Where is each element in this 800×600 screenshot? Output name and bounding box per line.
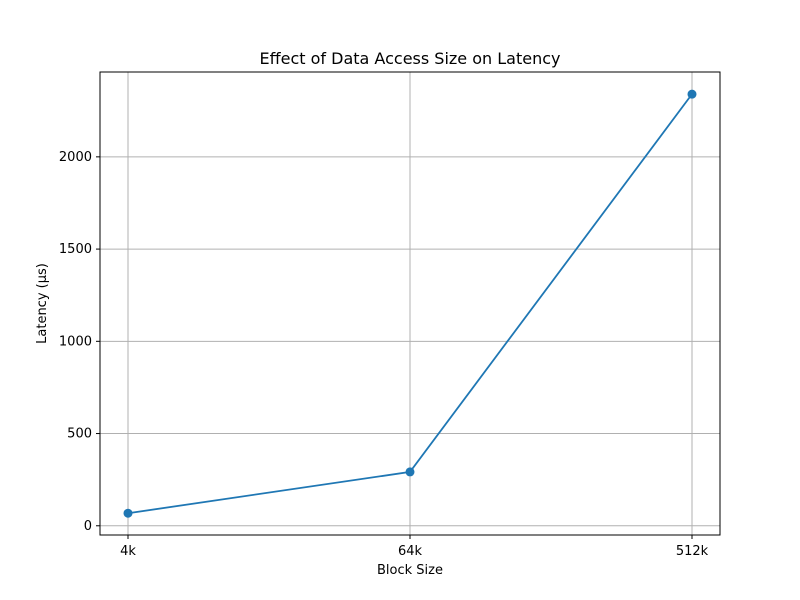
- x-axis-label: Block Size: [377, 563, 443, 578]
- x-tick-label: 512k: [676, 544, 709, 559]
- data-point: [687, 89, 697, 99]
- data-point: [123, 508, 133, 518]
- chart-title: Effect of Data Access Size on Latency: [260, 49, 561, 68]
- y-tick-label: 1500: [59, 242, 92, 257]
- y-tick-label: 500: [67, 427, 92, 442]
- y-axis-label: Latency (μs): [35, 263, 50, 344]
- y-axis-ticks: 0 500 1000 1500 2000: [59, 150, 100, 534]
- x-tick-label: 4k: [120, 544, 136, 559]
- y-tick-label: 0: [84, 519, 92, 534]
- y-tick-label: 1000: [59, 334, 92, 349]
- x-axis-ticks: 4k 64k 512k: [120, 535, 709, 559]
- series-layer: [123, 89, 697, 518]
- grid-lines: [100, 72, 720, 535]
- y-tick-label: 2000: [59, 150, 92, 165]
- data-point: [405, 467, 415, 477]
- x-tick-label: 64k: [398, 544, 423, 559]
